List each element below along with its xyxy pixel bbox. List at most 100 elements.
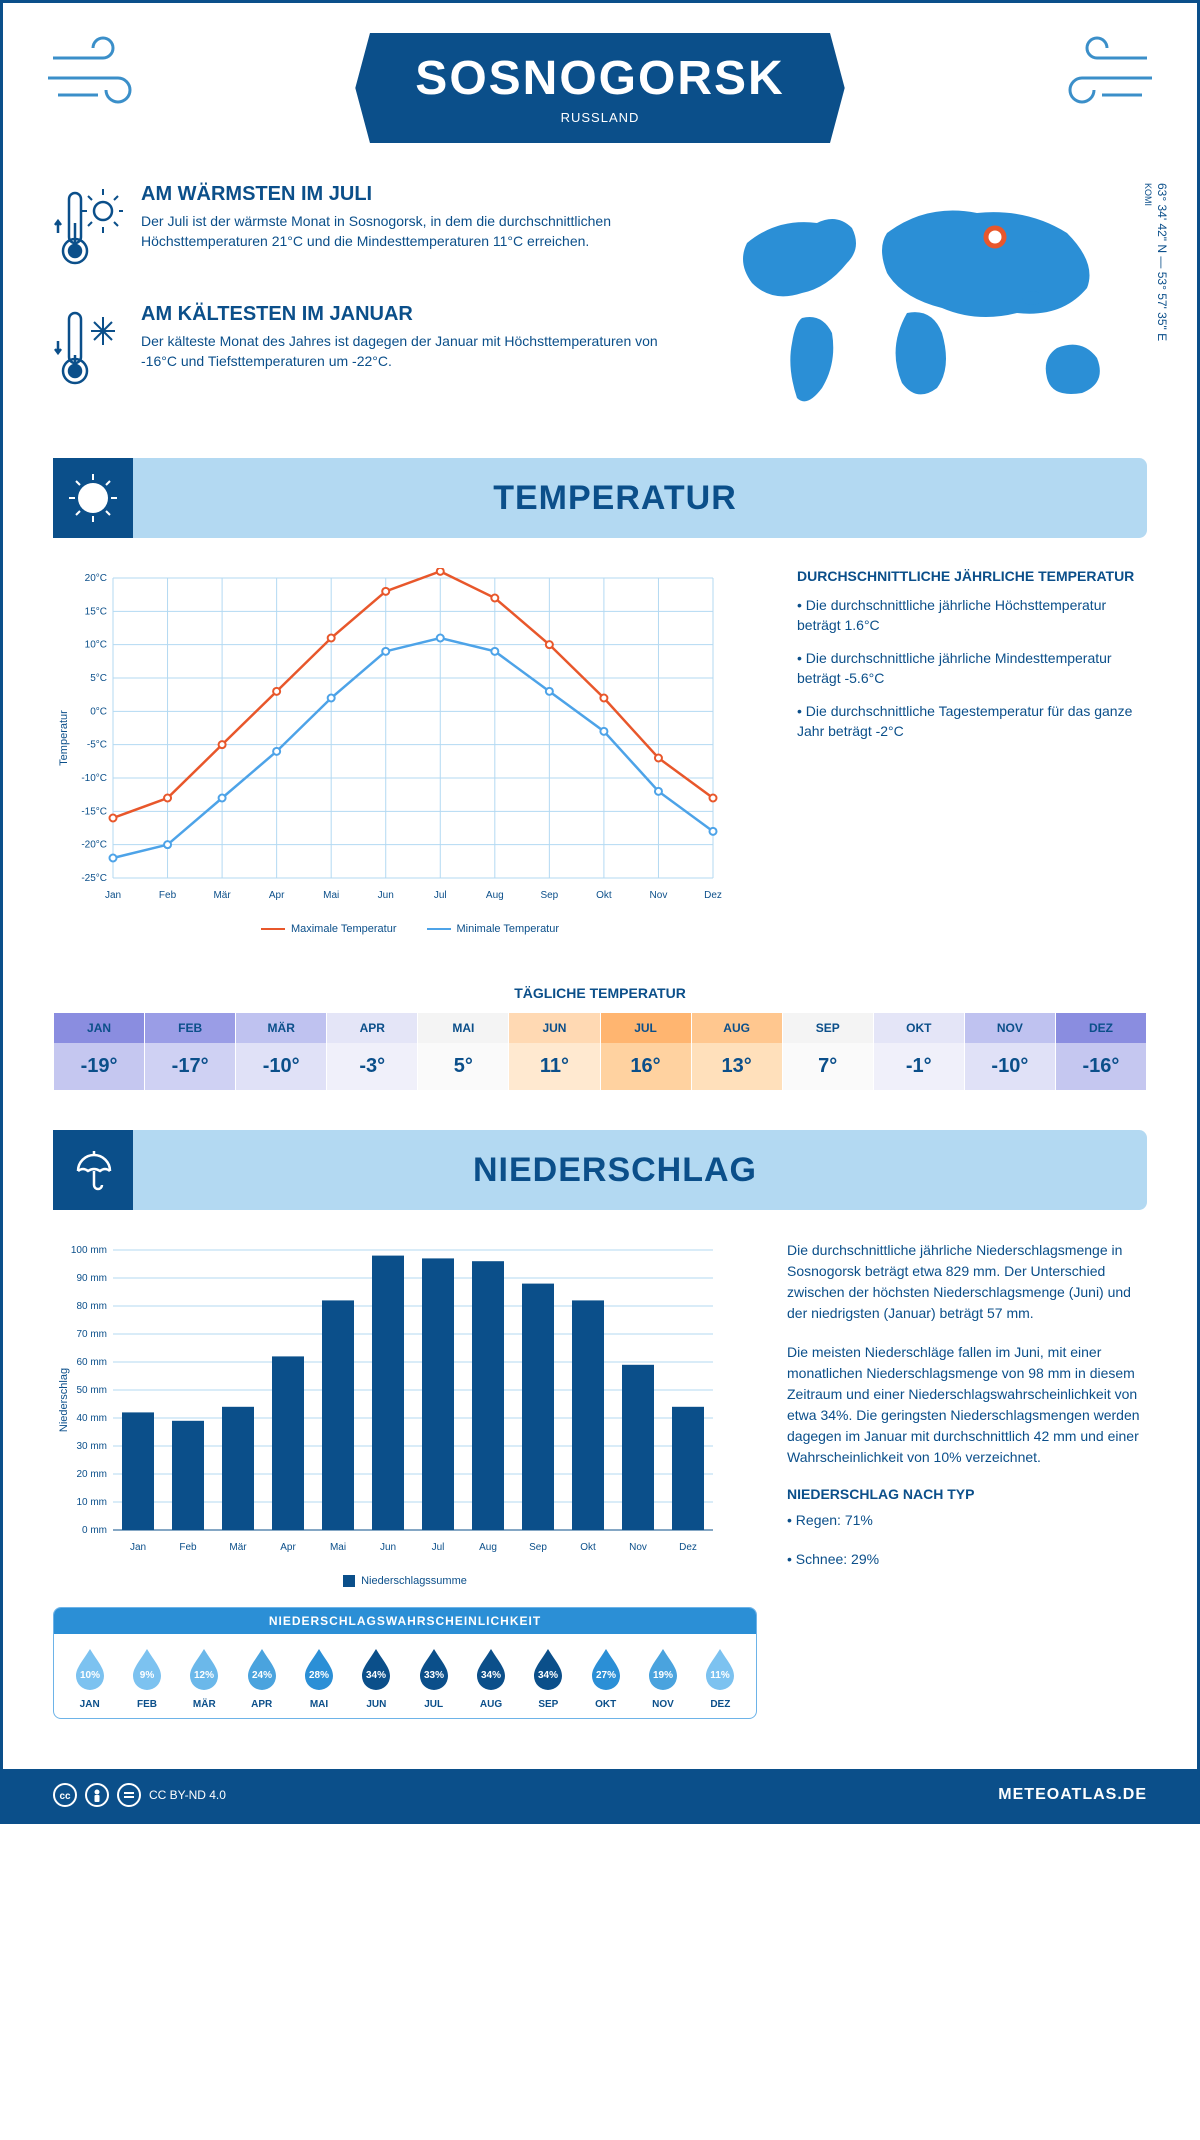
fact-warm: AM WÄRMSTEN IM JULI Der Juli ist der wär…: [53, 183, 697, 273]
world-map: 63° 34' 42" N — 53° 57' 35" EKOMI: [727, 183, 1147, 428]
temp-text-title: DURCHSCHNITTLICHE JÄHRLICHE TEMPERATUR: [797, 568, 1147, 584]
svg-text:Feb: Feb: [179, 1542, 197, 1553]
thermometer-snow-icon: [53, 303, 123, 393]
svg-text:10 mm: 10 mm: [76, 1497, 107, 1508]
svg-text:-15°C: -15°C: [81, 806, 107, 817]
svg-text:60 mm: 60 mm: [76, 1357, 107, 1368]
precip-snow: • Schnee: 29%: [787, 1549, 1147, 1570]
month-cell: JUL16°: [601, 1013, 692, 1090]
svg-text:70 mm: 70 mm: [76, 1329, 107, 1340]
svg-text:10%: 10%: [80, 1670, 100, 1681]
month-cell: FEB-17°: [145, 1013, 236, 1090]
precip-legend: Niederschlagssumme: [53, 1575, 757, 1587]
svg-text:Sep: Sep: [540, 890, 558, 901]
prob-drop: 33%JUL: [406, 1646, 461, 1710]
cc-icon: cc: [53, 1783, 77, 1807]
svg-text:-20°C: -20°C: [81, 840, 107, 851]
svg-text:24%: 24%: [252, 1670, 272, 1681]
month-cell: MAI5°: [418, 1013, 509, 1090]
temp-bullet: • Die durchschnittliche Tagestemperatur …: [797, 702, 1147, 741]
temperature-line-chart: -25°C-20°C-15°C-10°C-5°C0°C5°C10°C15°C20…: [53, 568, 733, 908]
temp-legend: Maximale Temperatur Minimale Temperatur: [53, 923, 767, 935]
svg-text:20°C: 20°C: [85, 573, 107, 584]
svg-text:Jun: Jun: [380, 1542, 396, 1553]
license-text: CC BY-ND 4.0: [149, 1788, 226, 1802]
svg-text:Jun: Jun: [378, 890, 394, 901]
month-cell: JAN-19°: [54, 1013, 145, 1090]
precip-type-title: NIEDERSCHLAG NACH TYP: [787, 1486, 1147, 1502]
svg-text:11%: 11%: [711, 1670, 731, 1681]
prob-drop: 19%NOV: [635, 1646, 690, 1710]
svg-text:Jul: Jul: [432, 1542, 445, 1553]
month-cell: OKT-1°: [874, 1013, 965, 1090]
fact-cold: AM KÄLTESTEN IM JANUAR Der kälteste Mona…: [53, 303, 697, 393]
svg-text:Mär: Mär: [229, 1542, 247, 1553]
svg-text:Aug: Aug: [479, 1542, 497, 1553]
temp-bullet: • Die durchschnittliche jährliche Mindes…: [797, 649, 1147, 688]
svg-text:12%: 12%: [194, 1670, 214, 1681]
month-cell: AUG13°: [692, 1013, 783, 1090]
svg-text:-10°C: -10°C: [81, 773, 107, 784]
section-temperature: TEMPERATUR: [53, 458, 1147, 538]
precip-para: Die durchschnittliche jährliche Niedersc…: [787, 1240, 1147, 1324]
sun-icon: [66, 471, 120, 525]
prob-drop: 34%SEP: [521, 1646, 576, 1710]
by-icon: [85, 1783, 109, 1807]
precip-para: Die meisten Niederschläge fallen im Juni…: [787, 1342, 1147, 1468]
svg-text:Mär: Mär: [213, 890, 231, 901]
month-cell: NOV-10°: [965, 1013, 1056, 1090]
prob-drop: 11%DEZ: [693, 1646, 748, 1710]
wind-icon: [1037, 33, 1157, 113]
svg-text:19%: 19%: [653, 1670, 673, 1681]
svg-text:10°C: 10°C: [85, 640, 107, 651]
svg-text:5°C: 5°C: [90, 673, 107, 684]
svg-text:27%: 27%: [596, 1670, 616, 1681]
svg-text:Jul: Jul: [434, 890, 447, 901]
svg-text:Dez: Dez: [679, 1542, 697, 1553]
svg-text:Feb: Feb: [159, 890, 177, 901]
svg-text:50 mm: 50 mm: [76, 1385, 107, 1396]
svg-text:Okt: Okt: [580, 1542, 596, 1553]
prob-drop: 27%OKT: [578, 1646, 633, 1710]
month-cell: APR-3°: [327, 1013, 418, 1090]
svg-text:cc: cc: [59, 1791, 71, 1802]
svg-text:0°C: 0°C: [90, 706, 107, 717]
thermometer-sun-icon: [53, 183, 123, 273]
svg-text:9%: 9%: [140, 1670, 155, 1681]
fact-warm-text: Der Juli ist der wärmste Monat in Sosnog…: [141, 212, 697, 251]
svg-text:Apr: Apr: [280, 1542, 296, 1553]
svg-text:100 mm: 100 mm: [71, 1245, 107, 1256]
svg-text:34%: 34%: [481, 1670, 501, 1681]
svg-text:33%: 33%: [424, 1670, 444, 1681]
svg-text:Jan: Jan: [130, 1542, 146, 1553]
fact-cold-text: Der kälteste Monat des Jahres ist dagege…: [141, 332, 697, 371]
svg-text:Nov: Nov: [650, 890, 668, 901]
svg-text:Temperatur: Temperatur: [58, 710, 70, 766]
prob-drop: 9%FEB: [119, 1646, 174, 1710]
daily-title: TÄGLICHE TEMPERATUR: [3, 985, 1197, 1001]
prob-box: NIEDERSCHLAGSWAHRSCHEINLICHKEIT 10%JAN9%…: [53, 1607, 757, 1719]
precip-bar-chart: 0 mm10 mm20 mm30 mm40 mm50 mm60 mm70 mm8…: [53, 1240, 733, 1560]
svg-text:28%: 28%: [309, 1670, 329, 1681]
svg-text:Mai: Mai: [323, 890, 339, 901]
country-sub: RUSSLAND: [415, 110, 784, 125]
prob-drop: 34%AUG: [463, 1646, 518, 1710]
umbrella-icon: [68, 1145, 118, 1195]
fact-cold-title: AM KÄLTESTEN IM JANUAR: [141, 303, 697, 326]
fact-warm-title: AM WÄRMSTEN IM JULI: [141, 183, 697, 206]
svg-text:Aug: Aug: [486, 890, 504, 901]
svg-text:15°C: 15°C: [85, 606, 107, 617]
footer: cc CC BY-ND 4.0 METEOATLAS.DE: [3, 1769, 1197, 1821]
svg-text:Nov: Nov: [629, 1542, 647, 1553]
temp-bullet: • Die durchschnittliche jährliche Höchst…: [797, 596, 1147, 635]
month-cell: SEP7°: [783, 1013, 874, 1090]
wind-icon: [43, 33, 163, 113]
svg-text:20 mm: 20 mm: [76, 1469, 107, 1480]
svg-text:34%: 34%: [538, 1670, 558, 1681]
precip-rain: • Regen: 71%: [787, 1510, 1147, 1531]
svg-text:80 mm: 80 mm: [76, 1301, 107, 1312]
svg-text:Mai: Mai: [330, 1542, 346, 1553]
title-band: SOSNOGORSK RUSSLAND: [355, 33, 844, 143]
svg-text:Sep: Sep: [529, 1542, 547, 1553]
month-cell: JUN11°: [509, 1013, 600, 1090]
